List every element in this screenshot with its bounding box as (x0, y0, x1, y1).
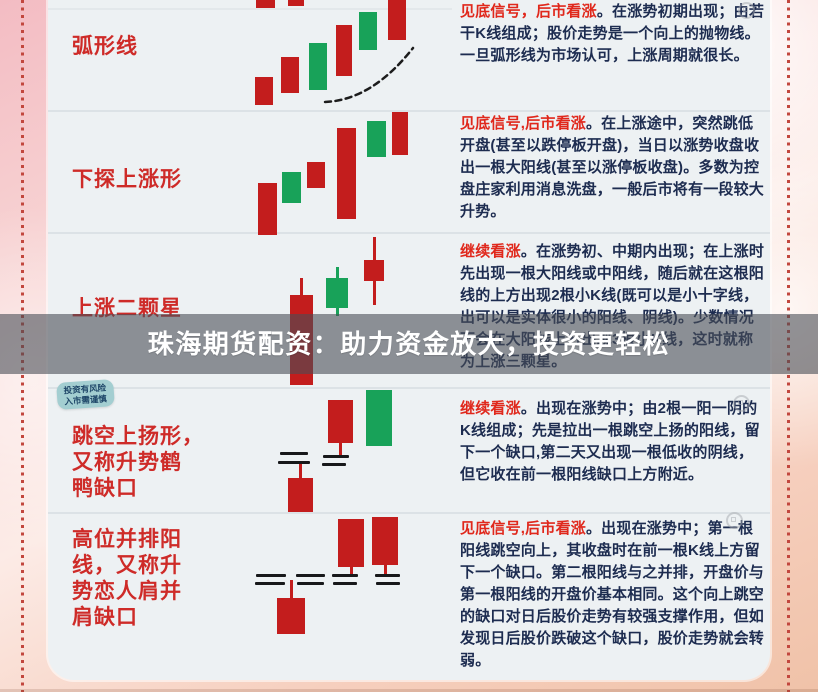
pattern-description: 见底信号,后市看涨。出现在涨势中；第一根阳线跳空向上，其收盘时在前一根K线上方留… (460, 518, 766, 672)
description-text: 。在上涨途中，突然跳低开盘(甚至以跌停板开盘)，当日以涨势收盘收出一根大阳线(甚… (460, 115, 765, 220)
candle-wick (289, 580, 293, 598)
gap-mark-line (333, 582, 357, 585)
candlestick (367, 121, 386, 157)
bottom-edge-shade (0, 689, 818, 692)
candlestick (255, 77, 273, 105)
candlestick (309, 43, 327, 90)
signal-phrase: 见底信号，后市看涨 (460, 3, 597, 20)
candlestick (364, 260, 384, 281)
pattern-description: 见底信号,后市看涨。在上涨途中，突然跳低开盘(甚至以跌停板开盘)，当日以涨势收盘… (460, 113, 766, 223)
gap-mark-line (255, 582, 285, 585)
candlestick (359, 12, 377, 50)
candle-wick (383, 565, 387, 577)
pattern-name-label: 下探上涨形 (72, 168, 182, 191)
gap-mark-line (376, 582, 400, 585)
gap-mark-line (280, 452, 308, 455)
candlestick (372, 517, 398, 565)
logo-watermark-icon (726, 512, 743, 529)
gap-mark-line (256, 574, 286, 577)
candle-wick (372, 237, 376, 260)
logo-watermark-icon (733, 395, 750, 412)
candle-wick (335, 267, 339, 278)
candlestick (256, 0, 275, 8)
gap-mark-line (332, 574, 358, 577)
candlestick (326, 278, 348, 308)
description-text: 。在涨势初期出现；由若干K线组成；股价走势是一个向上的抛物线。一旦弧形线为市场认… (460, 3, 765, 64)
watermark-banner: 珠海期货配资：助力资金放大，投资更轻松 (0, 314, 818, 374)
gap-mark-line (278, 461, 310, 464)
description-text: 。出现在涨势中；由2根一阳一阴的K线组成；先是拉出一根跳空上扬的阳线，留下一个缺… (460, 400, 760, 483)
risk-badge: 投资有风险 入市需谨慎 (56, 379, 115, 410)
candle-wick (335, 308, 339, 316)
gap-mark-line (375, 574, 400, 577)
pattern-description: 见底信号，后市看涨。在涨势初期出现；由若干K线组成；股价走势是一个向上的抛物线。… (460, 1, 766, 67)
candlestick (288, 0, 304, 6)
candle-wick (339, 443, 342, 457)
candlestick (277, 598, 305, 634)
candlestick (366, 390, 392, 446)
arc-trend-curve-icon (323, 46, 415, 104)
signal-phrase: 继续看涨 (460, 400, 521, 417)
signal-phrase: 见底信号,后市看涨 (460, 115, 586, 132)
row-divider (48, 387, 770, 389)
candlestick (336, 25, 352, 76)
pattern-name-label: 跳空上扬形， 又称升势鹤 鸭缺口 (72, 425, 204, 500)
gap-mark-line (297, 582, 324, 585)
candle-wick (300, 278, 303, 295)
candlestick (281, 57, 299, 93)
pattern-description: 继续看涨。出现在涨势中；由2根一阳一阴的K线组成；先是拉出一根跳空上扬的阳线，留… (460, 398, 766, 486)
signal-phrase: 见底信号,后市看涨 (460, 520, 586, 537)
candlestick (258, 183, 277, 235)
row-divider (48, 232, 770, 234)
gap-mark-line (323, 455, 349, 458)
candle-wick (299, 462, 302, 478)
row-divider (48, 512, 770, 514)
candlestick (338, 519, 364, 567)
row-divider (48, 8, 452, 10)
candlestick (307, 162, 325, 188)
candlestick (282, 172, 301, 203)
risk-badge-line: 入市需谨慎 (64, 393, 108, 406)
candlestick (288, 478, 313, 512)
description-text: 。出现在涨势中；第一根阳线跳空向上，其收盘时在前一根K线上方留下一个缺口。第二根… (460, 520, 765, 669)
candle-wick (349, 567, 353, 577)
signal-phrase: 继续看涨 (460, 243, 521, 260)
row-divider (48, 110, 770, 112)
candlestick (337, 128, 356, 219)
candlestick (388, 0, 406, 40)
candle-wick (372, 281, 376, 305)
pattern-name-label: 弧形线 (72, 35, 138, 58)
logo-watermark-icon (738, 2, 755, 19)
candlestick (328, 400, 353, 443)
gap-mark-line (322, 463, 346, 466)
pattern-name-label: 高位并排阳 线，又称升 势恋人肩并 肩缺口 (72, 528, 182, 629)
candlestick (392, 112, 408, 155)
gap-mark-line (296, 574, 325, 577)
